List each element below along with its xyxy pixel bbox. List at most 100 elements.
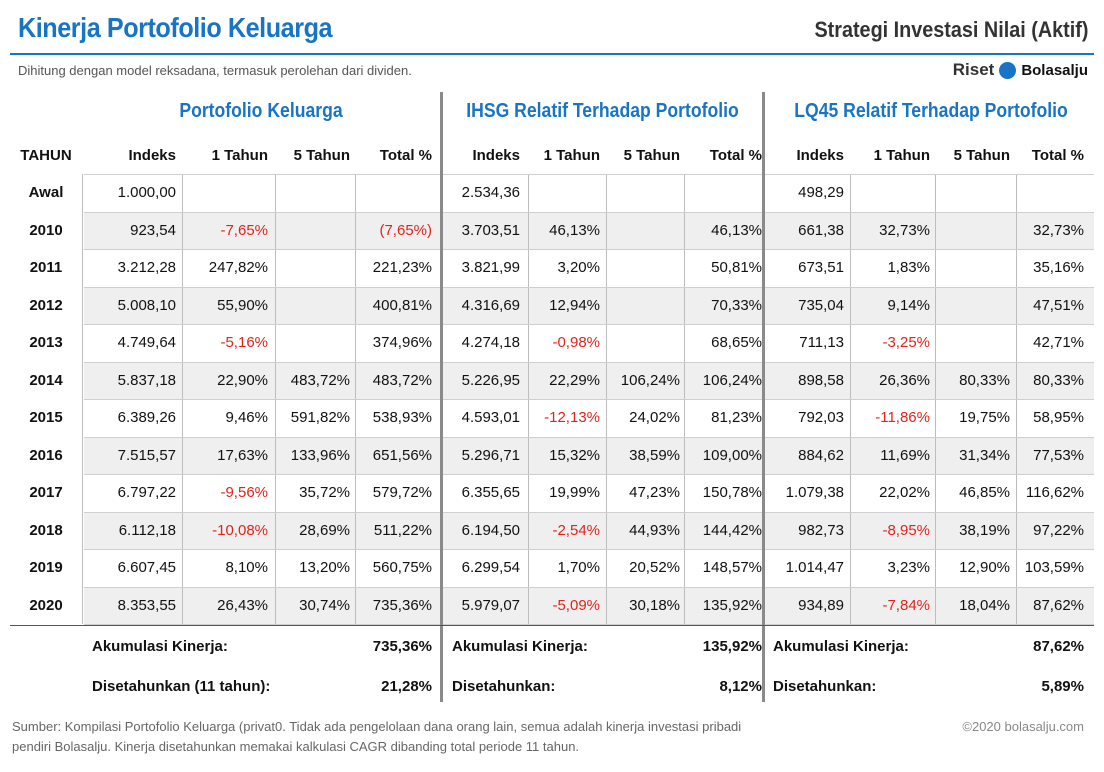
table-row: 2016 7.515,57 17,63% 133,96% 651,56% 5.296,71…: [10, 436, 1094, 474]
ihsg-one-year-cell: 15,32%: [549, 446, 600, 464]
row-shading: [84, 211, 1094, 249]
lq45-index-cell: 498,29: [798, 184, 844, 201]
ihsg-one-year-cell: 12,94%: [549, 296, 600, 314]
ihsg-total-cell: 135,92%: [702, 596, 762, 614]
pk-total-cell: 400,81%: [372, 296, 432, 314]
grid-line-horizontal: [84, 511, 1094, 513]
pk-ann-value: 21,28%: [381, 678, 432, 695]
pk-total-cell: 651,56%: [372, 446, 432, 464]
ihsg-one-year-cell: 46,13%: [549, 221, 600, 239]
pk-index-cell: 7.515,57: [117, 446, 176, 464]
pk-total-cell: 560,75%: [372, 559, 432, 576]
brand-logo: Riset Bolasalju: [953, 60, 1088, 80]
brand-riset: Riset: [952, 60, 995, 79]
pk-one-year-cell: [186, 174, 268, 212]
table-row: Awal 1.000,00 2.534,36 498,29: [10, 174, 1094, 212]
strategy-label: Strategi Investasi Nilai (Aktif): [814, 17, 1088, 42]
lq45-five-year-cell: 12,90%: [959, 559, 1010, 576]
year-cell: 2012: [29, 296, 63, 314]
ihsg-index-cell: 6.355,65: [461, 484, 520, 501]
grid-line-vertical: [82, 174, 83, 624]
lq45-five-year-cell: [938, 324, 1010, 362]
group-divider-2: [762, 92, 765, 702]
lq45-total-cell: [1018, 174, 1084, 212]
year-cell: 2016: [29, 446, 63, 464]
col-header-lq45-total: Total %: [1031, 147, 1084, 164]
lq45-index-cell: 792,03: [798, 409, 844, 426]
ihsg-one-year-cell: 22,29%: [549, 371, 600, 389]
col-header-ihsg-five-year: 5 Tahun: [623, 147, 680, 164]
ihsg-index-cell: 4.274,18: [461, 334, 520, 351]
grid-line-horizontal: [84, 324, 1094, 325]
ihsg-total-cell: 144,42%: [702, 521, 762, 539]
pk-index-cell: 4.749,64: [117, 334, 176, 351]
ihsg-total-cell: 70,33%: [711, 296, 762, 314]
lq45-total-cell: 87,62%: [1033, 596, 1084, 614]
pk-one-year-cell: -5,16%: [220, 334, 268, 351]
ihsg-ann-label: Disetahunkan:: [452, 678, 556, 695]
pk-five-year-cell: 133,96%: [290, 446, 350, 464]
year-cell: 2015: [29, 409, 63, 426]
col-header-year: TAHUN: [20, 147, 72, 164]
ihsg-one-year-cell: -12,13%: [544, 409, 600, 426]
row-shading: [84, 286, 1094, 324]
ihsg-one-year-cell: 3,20%: [557, 259, 600, 276]
grid-line-horizontal: [84, 549, 1094, 550]
grid-line-horizontal: [84, 586, 1094, 588]
grid-line-horizontal: [84, 361, 1094, 363]
copyright: ©2020 bolasalju.com: [962, 719, 1084, 734]
ihsg-five-year-cell: [608, 287, 680, 325]
lq45-total-cell: 97,22%: [1033, 521, 1084, 539]
pk-index-cell: 1.000,00: [117, 184, 176, 201]
pk-one-year-cell: 8,10%: [225, 559, 268, 576]
lq45-total-cell: 32,73%: [1033, 221, 1084, 239]
ihsg-one-year-cell: -2,54%: [552, 521, 600, 539]
page-title: Kinerja Portofolio Keluarga: [18, 12, 333, 43]
ihsg-one-year-cell: -5,09%: [552, 596, 600, 614]
brand-name: Bolasalju: [1021, 61, 1088, 79]
table-row: 2015 6.389,26 9,46% 591,82% 538,93% 4.593,01 -…: [10, 399, 1094, 437]
lq45-one-year-cell: 32,73%: [879, 221, 930, 239]
ihsg-total-cell: 150,78%: [702, 484, 762, 501]
grid-line-horizontal: [84, 174, 1094, 175]
ihsg-five-year-cell: 106,24%: [620, 371, 680, 389]
ihsg-one-year-cell: [528, 174, 600, 212]
pk-total-cell: 483,72%: [372, 371, 432, 389]
table-row: 2019 6.607,45 8,10% 13,20% 560,75% 6.299,54 1,…: [10, 549, 1094, 587]
lq45-index-cell: 673,51: [798, 259, 844, 276]
lq45-one-year-cell: [852, 174, 930, 212]
pk-index-cell: 5.008,10: [117, 296, 176, 314]
lq45-total-cell: 47,51%: [1033, 296, 1084, 314]
lq45-five-year-cell: [938, 174, 1010, 212]
snowball-icon: [999, 61, 1017, 79]
ihsg-total-cell: 106,24%: [702, 371, 762, 389]
row-shading: [84, 586, 1094, 624]
year-cell: 2018: [29, 521, 63, 539]
ihsg-ann-value: 8,12%: [719, 678, 762, 695]
ihsg-five-year-cell: [608, 174, 680, 212]
lq45-five-year-cell: 38,19%: [959, 521, 1010, 539]
year-cell: 2020: [29, 596, 63, 614]
pk-total-cell: 735,36%: [372, 596, 432, 614]
group-title-ihsg: IHSG Relatif Terhadap Portofolio: [466, 100, 739, 122]
lq45-total-cell: 35,16%: [1033, 259, 1084, 276]
pk-one-year-cell: -9,56%: [220, 484, 268, 501]
row-shading: [84, 436, 1094, 474]
col-header-pk-one-year: 1 Tahun: [211, 147, 268, 164]
pk-index-cell: 6.112,18: [118, 521, 176, 539]
lq45-five-year-cell: 46,85%: [959, 484, 1010, 501]
col-header-pk-total: Total %: [379, 147, 432, 164]
pk-five-year-cell: 13,20%: [299, 559, 350, 576]
ihsg-five-year-cell: 24,02%: [629, 409, 680, 426]
lq45-ann-label: Disetahunkan:: [773, 678, 877, 695]
lq45-one-year-cell: -8,95%: [882, 521, 930, 539]
lq45-acc-value: 87,62%: [1033, 638, 1084, 655]
lq45-five-year-cell: 18,04%: [959, 596, 1010, 614]
pk-acc-value: 735,36%: [372, 638, 432, 655]
lq45-one-year-cell: -7,84%: [882, 596, 930, 614]
year-cell: Awal: [28, 184, 64, 201]
ihsg-total-cell: 50,81%: [711, 259, 762, 276]
year-cell: 2014: [29, 371, 63, 389]
ihsg-one-year-cell: 1,70%: [557, 559, 600, 576]
ihsg-five-year-cell: [608, 249, 680, 287]
